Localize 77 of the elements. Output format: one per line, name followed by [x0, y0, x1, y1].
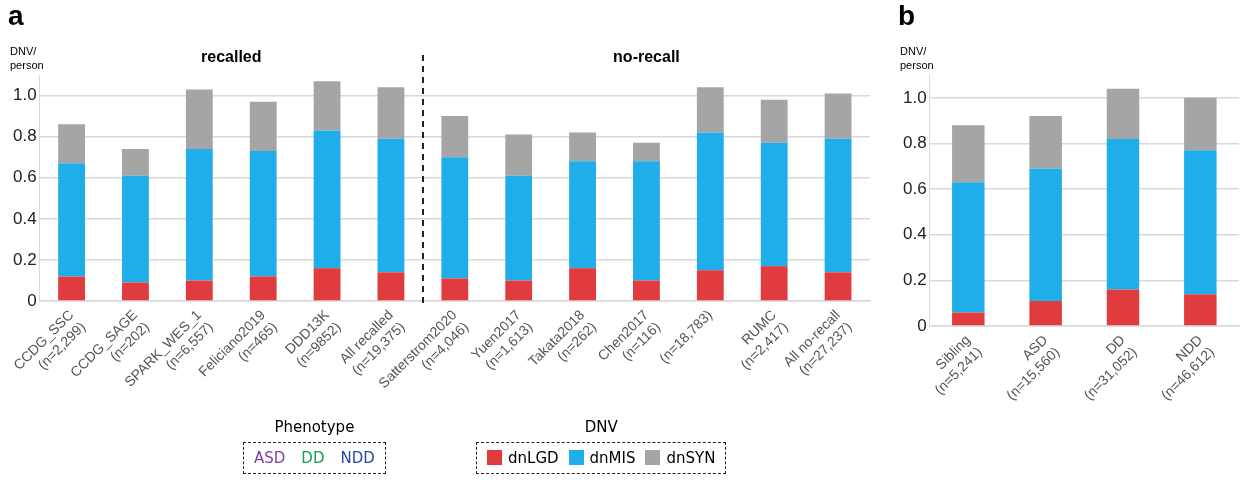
bar: [122, 282, 149, 301]
chart-title: b: [898, 0, 916, 32]
bar: [696, 87, 724, 133]
bar: [122, 175, 149, 283]
bar: [249, 151, 277, 277]
bar: [58, 124, 85, 164]
bar: [249, 101, 277, 152]
bar: [569, 132, 596, 162]
bar: [1106, 289, 1140, 326]
bar: [696, 132, 724, 271]
bar: [1029, 168, 1062, 301]
bar: [1184, 294, 1217, 326]
bar: [122, 148, 149, 176]
y-tick-label: 1.0: [902, 87, 927, 107]
bar: [1184, 97, 1217, 151]
bar: [633, 161, 660, 281]
bar: [1106, 88, 1140, 139]
text: NDD: [340, 449, 375, 467]
bar: [952, 182, 985, 313]
y-tick-label: 0.4: [12, 208, 37, 228]
bar: [505, 175, 533, 281]
bar: [824, 93, 852, 139]
bar: [824, 138, 852, 273]
y-tick-label: 0.6: [902, 178, 927, 198]
bar: [952, 125, 985, 183]
bar: [1029, 300, 1062, 326]
text: no-recall: [613, 48, 680, 66]
text: DD: [301, 449, 325, 467]
y-axis-title: DNV/person: [10, 44, 45, 72]
bar: [185, 148, 213, 281]
chart-title: a: [8, 0, 24, 32]
bar: [824, 272, 852, 301]
bar: [377, 87, 405, 139]
y-tick-label: 0.2: [902, 270, 927, 290]
bar: [58, 163, 85, 277]
y-tick-label: 0: [27, 290, 37, 310]
bar: [633, 280, 660, 301]
legend-label: dnLGD: [507, 449, 559, 467]
bar: [377, 138, 405, 273]
bar: [505, 134, 533, 176]
y-tick-label: 0.4: [902, 224, 927, 244]
bar: [185, 280, 213, 301]
bar: [1029, 116, 1062, 169]
bar: [1106, 138, 1140, 290]
y-tick-label: 0.8: [902, 133, 927, 153]
legend-label: dnSYN: [665, 449, 716, 467]
bar: [441, 278, 469, 301]
bar: [58, 276, 85, 301]
bar: [952, 312, 985, 326]
bar: [505, 280, 533, 301]
text: recalled: [201, 48, 262, 66]
legend-label: dnMIS: [588, 449, 636, 467]
bar: [249, 276, 277, 301]
bar: [441, 116, 469, 158]
bar: [760, 142, 788, 267]
bar: [569, 268, 596, 301]
bar: [760, 99, 788, 143]
text: Phenotype: [273, 418, 356, 436]
bar: [313, 81, 341, 131]
bar: [633, 142, 660, 162]
y-tick-label: 0: [917, 315, 927, 335]
y-tick-label: 0.8: [12, 126, 37, 146]
bar: [185, 89, 213, 149]
y-axis-title: DNV/person: [900, 44, 935, 72]
bar: [313, 268, 341, 301]
bar: [313, 130, 341, 269]
bar: [1184, 150, 1217, 295]
bar: [760, 266, 788, 301]
bar: [377, 272, 405, 301]
bar: [441, 157, 469, 279]
bar: [696, 270, 724, 301]
text: ASD: [254, 449, 286, 467]
y-tick-label: 0.6: [12, 167, 37, 187]
y-tick-label: 0.2: [12, 249, 37, 269]
y-tick-label: 1.0: [12, 85, 37, 105]
legend-title: DNV: [583, 418, 619, 436]
bar: [569, 161, 596, 269]
